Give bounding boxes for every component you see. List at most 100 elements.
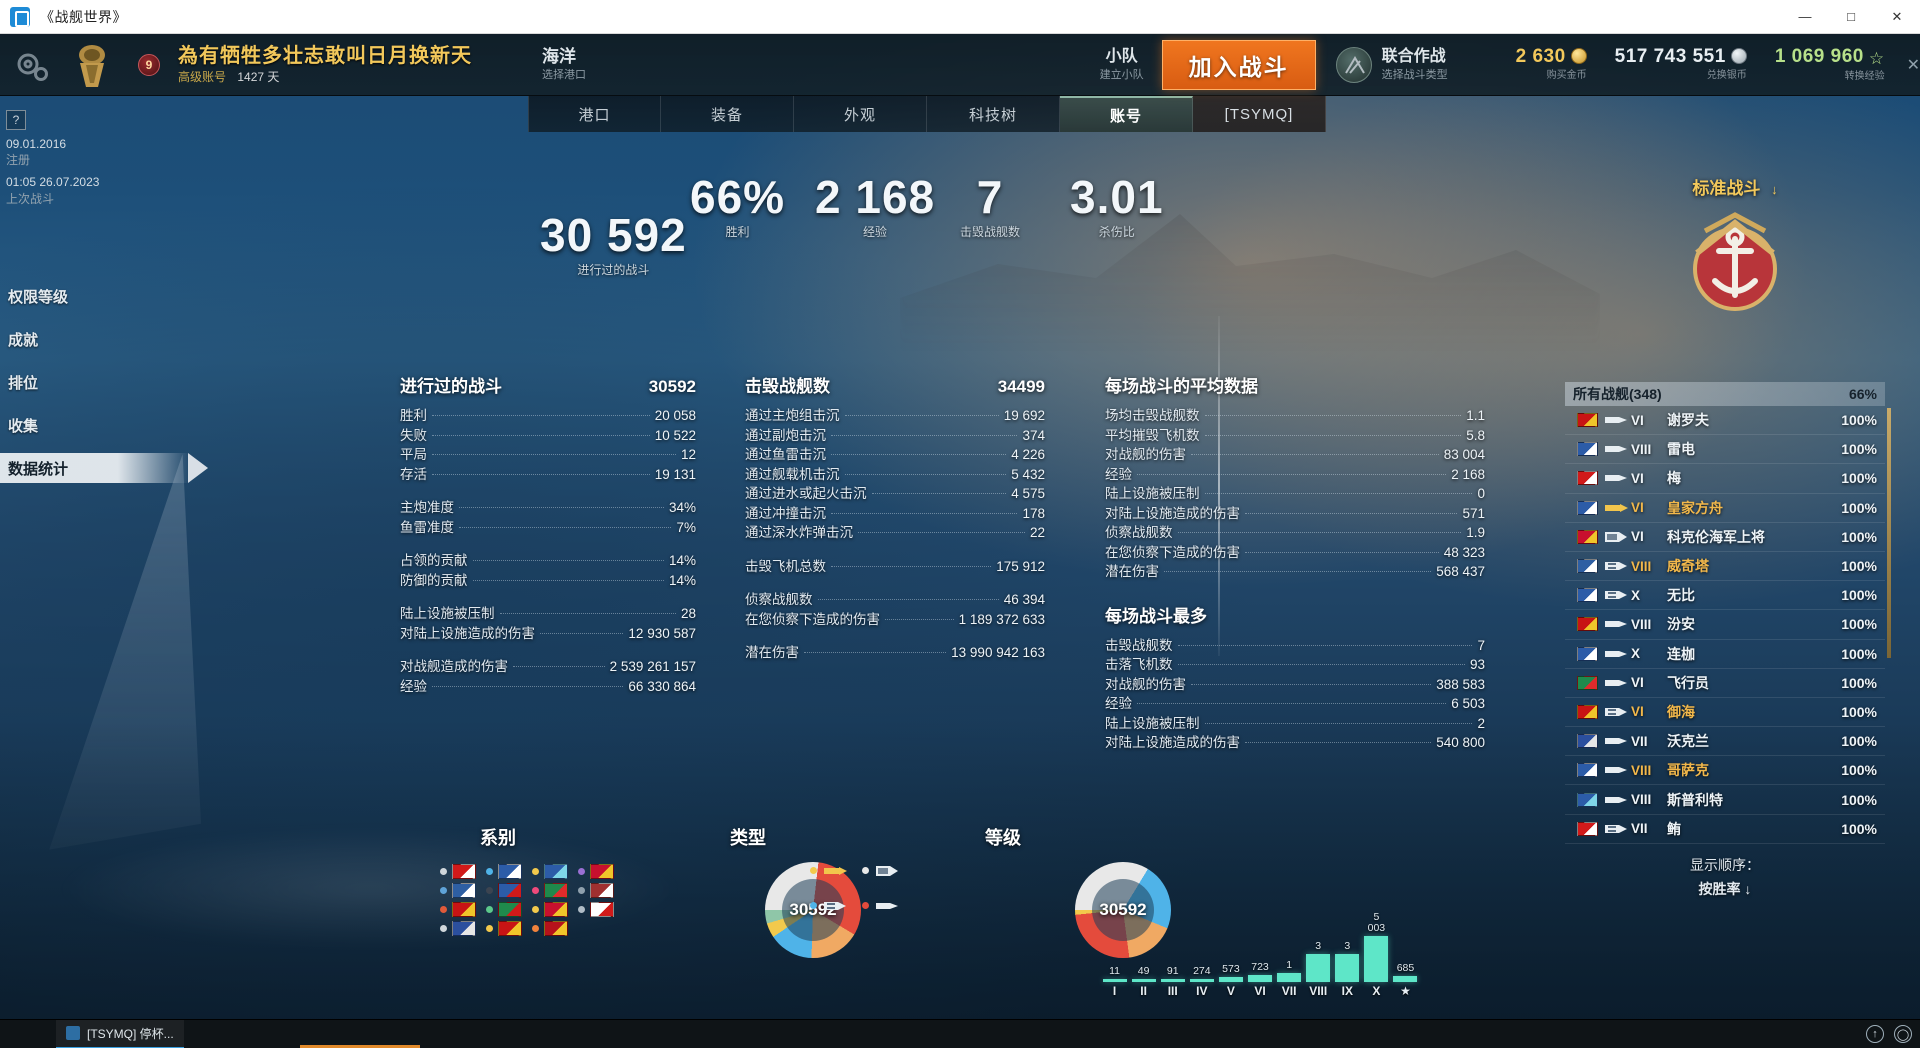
summary-caption: 胜利 (725, 224, 750, 239)
help-icon[interactable]: ? (6, 110, 26, 130)
sidebar-item-0[interactable]: 权限等级 (0, 281, 210, 311)
stat-row: 陆上设施被压制 2 (1105, 714, 1485, 734)
stat-key: 潜在伤害 (1105, 564, 1159, 579)
ship-name: 威奇塔 (1667, 558, 1709, 575)
sidebar-item-3[interactable]: 收集 (0, 410, 210, 440)
stat-key: 通过主炮组击沉 (745, 408, 840, 423)
nav-tab-4[interactable]: 账号 (1060, 96, 1193, 132)
stat-row: 通过鱼雷击沉 4 226 (745, 445, 1045, 465)
stat-dots (871, 493, 1007, 494)
ship-list-item[interactable]: VI 梅 100% (1565, 464, 1885, 494)
sidebar-item-4[interactable]: 数据统计 (0, 453, 208, 483)
ship-list-scrollbar[interactable] (1887, 408, 1891, 658)
stat-dots (1204, 722, 1473, 724)
ship-list-item[interactable]: VI 科克伦海军上将 100% (1565, 523, 1885, 552)
ship-list-item[interactable]: VIII 哥萨克 100% (1565, 756, 1885, 786)
sidebar-item-2[interactable]: 排位 (0, 367, 210, 397)
nav-tab-0[interactable]: 港口 (528, 96, 661, 132)
stat-row: 经验 2 168 (1105, 465, 1485, 485)
ship-list-item[interactable]: VI 飞行员 100% (1565, 669, 1885, 698)
sort-order-value[interactable]: 按胜率 ↓ (1698, 880, 1752, 897)
stat-key: 陆上设施被压制 (400, 606, 495, 621)
account-dates: 09.01.2016 注册 01:05 26.07.2023 上次战斗 (6, 136, 99, 213)
ship-list-item[interactable]: VII 沃克兰 100% (1565, 727, 1885, 757)
tier-axis-label: VIII (1309, 984, 1328, 998)
port-selector[interactable]: 海洋 选择港口 (542, 47, 586, 83)
ship-list-item[interactable]: VI 御海 100% (1565, 698, 1885, 728)
ship-list-item[interactable]: VIII 斯普利特 100% (1565, 785, 1885, 815)
stat-dots (1177, 664, 1465, 665)
nav-tab-2[interactable]: 外观 (794, 96, 927, 132)
nav-tab-5[interactable]: [TSYMQ] (1193, 96, 1326, 132)
squad-button[interactable]: 小队 建立小队 (1100, 47, 1144, 81)
tier-bars: 11 49 91 274 573 723 1 3 3 5 003 685 (1100, 900, 1420, 982)
app-icon (10, 6, 30, 27)
nation-flag-icon (1577, 588, 1598, 603)
nav-tab-label: 外观 (843, 106, 876, 124)
nation-flag-icon (498, 921, 522, 936)
nation-flag-icon (1577, 646, 1598, 661)
nav-tab-3[interactable]: 科技树 (927, 96, 1060, 132)
stat-dots (831, 512, 1018, 514)
stat-row: 经验 66 330 864 (400, 677, 696, 697)
tier-bar-value: 3 (1315, 940, 1322, 953)
nation-flag-icon (1577, 704, 1598, 719)
minimize-button[interactable]: — (1798, 9, 1812, 24)
nation-flag-icon (498, 864, 522, 879)
battle-type-icon[interactable] (1335, 46, 1372, 83)
nav-tab-1[interactable]: 装备 (661, 96, 794, 132)
legend-dot (862, 902, 869, 909)
legend-entry (486, 921, 522, 936)
ship-class-icon (1603, 530, 1627, 544)
tier-bar (1189, 979, 1214, 982)
legend-dot (578, 906, 585, 913)
stat-row: 侦察战舰数 46 394 (745, 590, 1045, 610)
tray-circle-icon[interactable]: ◯ (1894, 1025, 1912, 1043)
ship-list-item[interactable]: X 无比 100% (1565, 581, 1885, 611)
tier-bar-value: 1 (1286, 958, 1293, 971)
collapse-icon[interactable]: ✕ (1906, 56, 1920, 74)
stat-value: 175 912 (996, 558, 1045, 574)
summary-stat-0: 30 592 进行过的战斗 (540, 212, 687, 278)
stat-gap (400, 643, 696, 657)
taskbar-app-button[interactable]: [TSYMQ] 停杯... (56, 1019, 184, 1048)
ship-list-item[interactable]: VIII 雷电 100% (1565, 435, 1885, 465)
ship-winrate: 100% (1841, 791, 1877, 808)
stat-value: 5.8 (1466, 427, 1485, 443)
coop-selector[interactable]: 联合作战 选择战斗类型 (1382, 47, 1448, 81)
type-donut-chart: 30592 (1075, 862, 1171, 958)
ship-list-item[interactable]: X 连枷 100% (1565, 640, 1885, 669)
join-battle-button[interactable]: 加入战斗 (1161, 39, 1316, 90)
ship-list-item[interactable]: VIII 汾安 100% (1565, 610, 1885, 640)
stat-dots (1137, 703, 1447, 704)
window-title: 《战舰世界》 (40, 8, 127, 25)
ship-list-item[interactable]: VII 鲔 100% (1565, 815, 1885, 844)
maximize-button[interactable]: □ (1847, 9, 1855, 24)
ship-list-header[interactable]: 所有战舰(348) 66% (1565, 382, 1885, 406)
close-button[interactable]: ✕ (1891, 8, 1903, 24)
ship-name: 皇家方舟 (1667, 499, 1723, 516)
stat-row: 通过进水或起火击沉 4 575 (745, 484, 1045, 504)
legend-entry (532, 902, 568, 917)
left-sidebar: ? 09.01.2016 注册 01:05 26.07.2023 上次战斗 权限… (0, 96, 210, 656)
ship-list-item[interactable]: VI 谢罗夫 100% (1565, 406, 1885, 436)
legend-entry (440, 864, 476, 879)
stat-dots (1177, 532, 1462, 533)
stat-dots (1204, 434, 1462, 436)
currency-elite-xp[interactable]: 1 069 960 ☆ 转换经验 (1775, 46, 1885, 82)
ship-list-item[interactable]: VIII 威奇塔 100% (1565, 552, 1885, 582)
taskbar-apps: [TSYMQ] 停杯... (0, 1019, 184, 1048)
settings-gear-icon[interactable] (8, 42, 54, 88)
port-sub-label: 选择港口 (542, 69, 586, 82)
currency-gold[interactable]: 2 630 购买金币 (1516, 46, 1587, 81)
tray-up-icon[interactable]: ↑ (1866, 1025, 1884, 1043)
stat-row: 经验 6 503 (1105, 694, 1485, 714)
ship-winrate: 100% (1841, 703, 1877, 720)
stat-row: 对陆上设施造成的伤害 12 930 587 (400, 624, 696, 644)
ship-list-item[interactable]: VI 皇家方舟 100% (1565, 494, 1885, 523)
type-chart-legend (810, 864, 900, 912)
battle-type-panel[interactable]: 标准战斗 ↓ (1620, 174, 1850, 327)
sidebar-item-1[interactable]: 成就 (0, 324, 210, 354)
currency-silver[interactable]: 517 743 551 兑换银币 (1615, 46, 1747, 81)
last-battle-date: 01:05 26.07.2023 (6, 175, 100, 190)
